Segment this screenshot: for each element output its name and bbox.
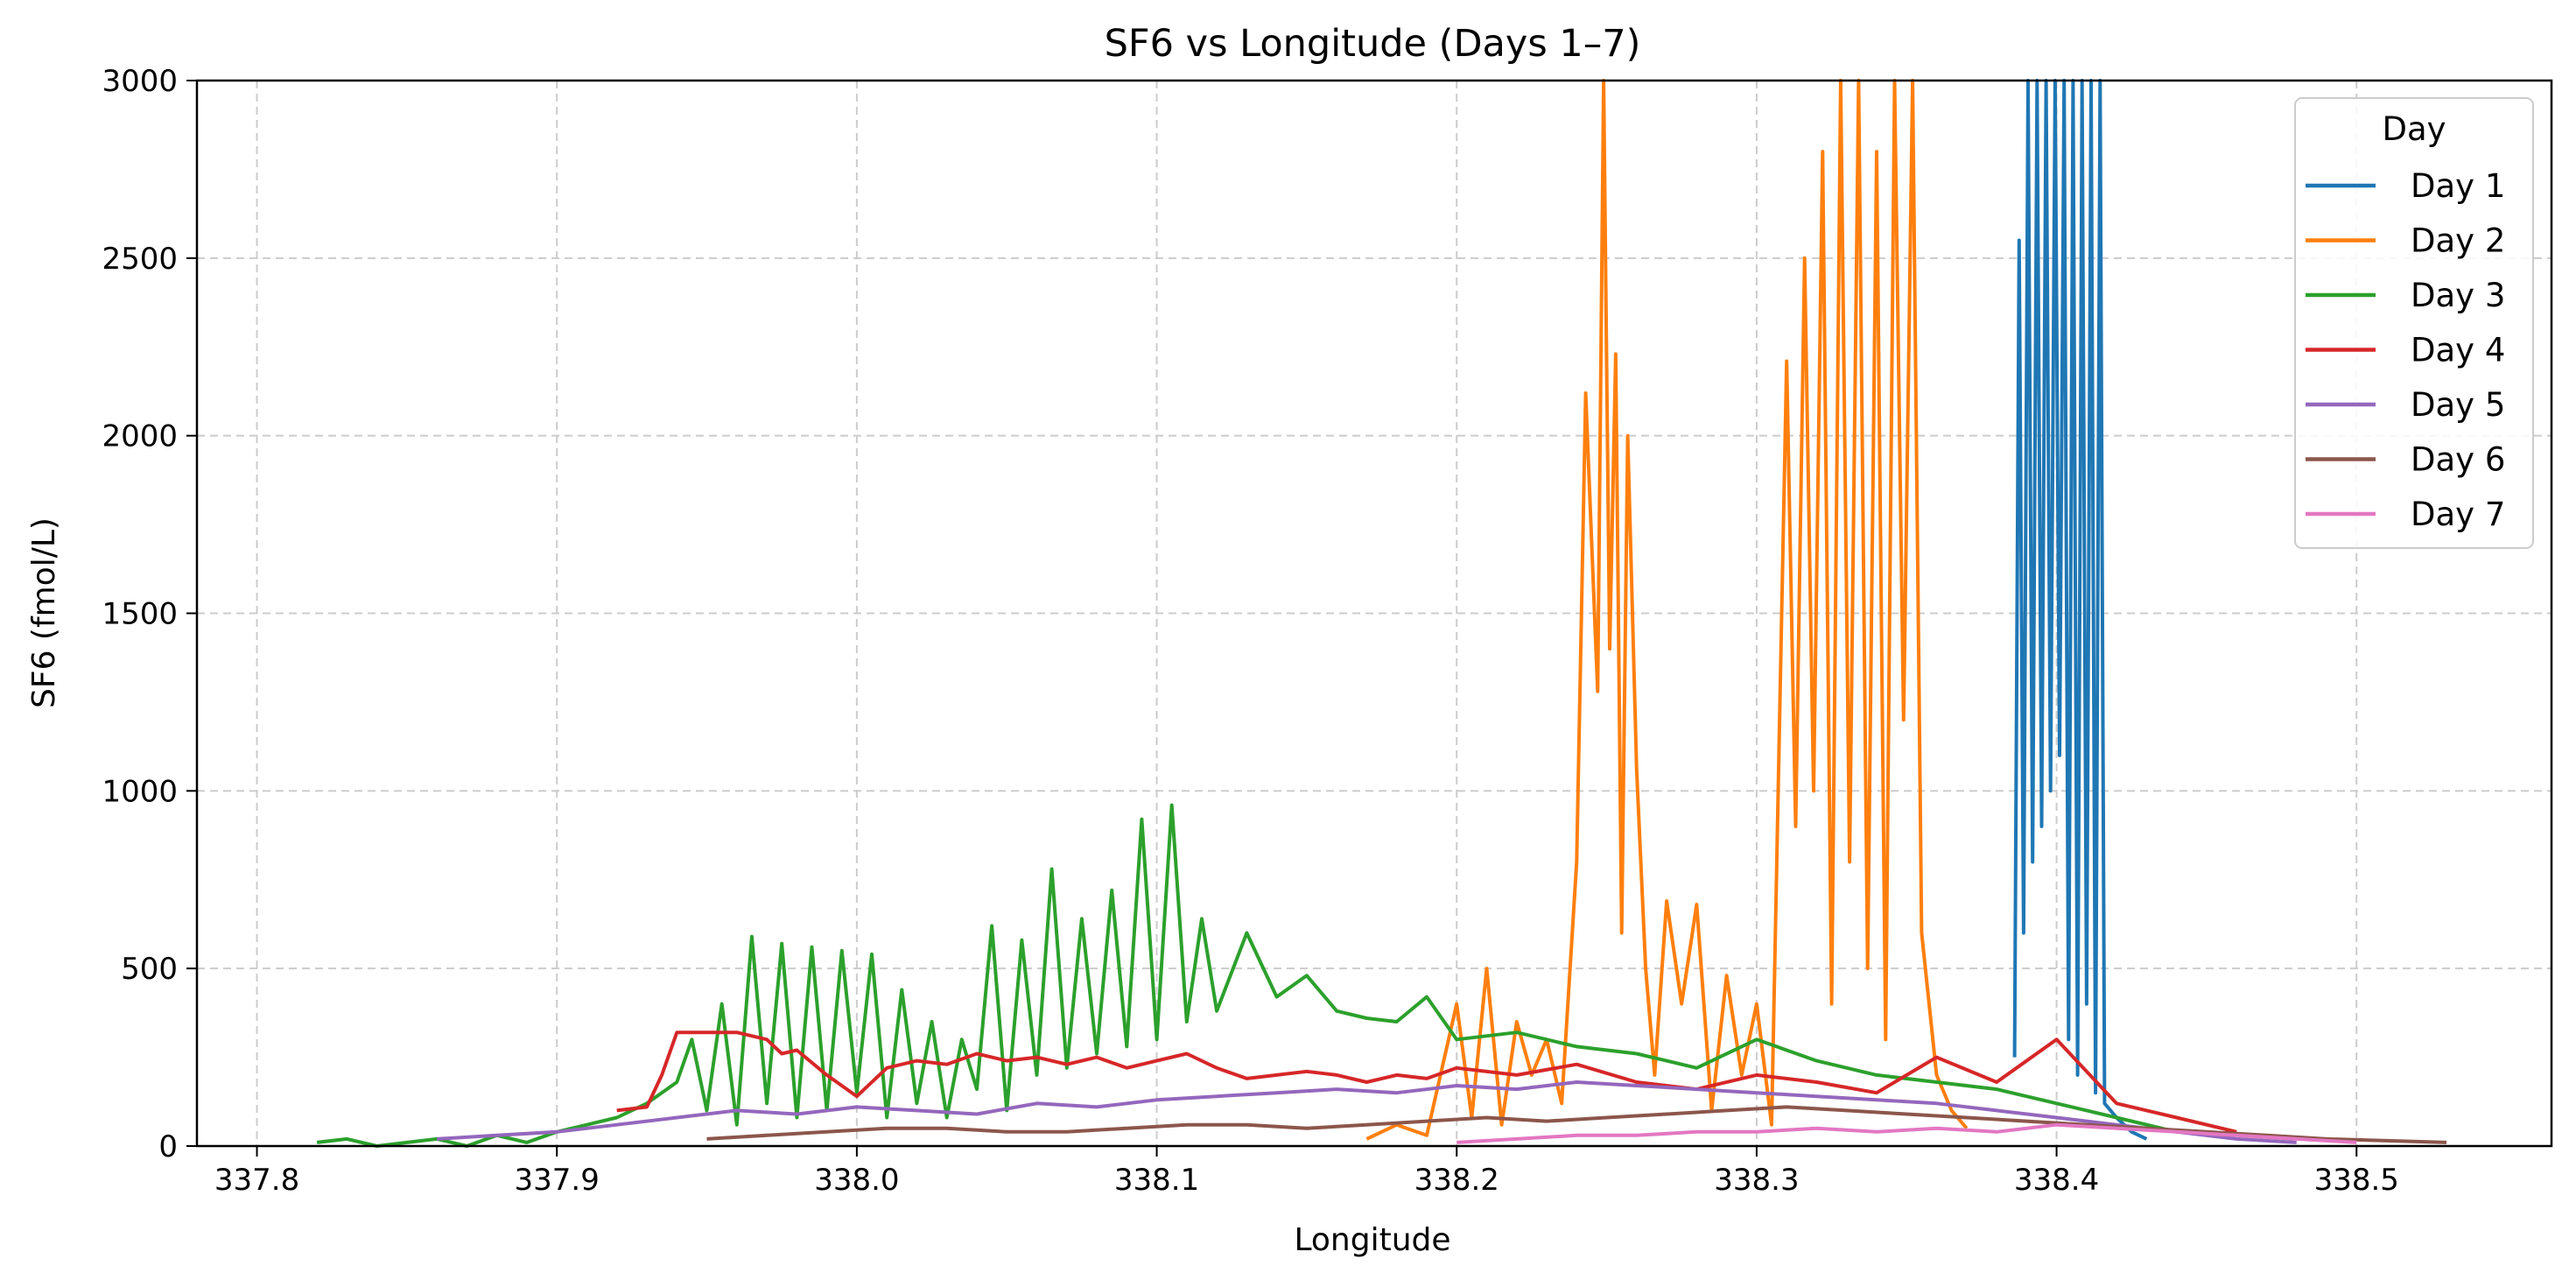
x-tick-label: 338.0 (814, 1163, 899, 1198)
y-axis-ticks: 0 500 1000 1500 2000 2500 3000 (102, 64, 197, 1164)
series-line-4 (616, 1030, 2237, 1134)
series-line-1 (2012, 79, 2148, 1141)
y-axis-label: SF6 (fmol/L) (26, 517, 62, 708)
series-line-7 (1456, 1122, 2357, 1144)
legend: Day Day 1 Day 2 Day 3 Day 4 Day 5 Day 6 Day 7 (2294, 97, 2534, 549)
x-tick-label: 338.5 (2314, 1163, 2399, 1198)
y-tick-label: 2500 (102, 242, 178, 277)
series-line-2 (1365, 79, 1969, 1141)
legend-label: Day 7 (2411, 496, 2505, 533)
legend-label: Day 2 (2411, 222, 2505, 260)
x-tick-label: 337.9 (515, 1163, 600, 1198)
legend-label: Day 3 (2411, 277, 2505, 314)
series-lines (316, 79, 2447, 1148)
legend-box (2294, 97, 2534, 549)
legend-label: Day 4 (2411, 332, 2505, 369)
x-tick-label: 338.1 (1114, 1163, 1199, 1198)
x-axis-label: Longitude (1294, 1222, 1450, 1258)
y-tick-label: 3000 (102, 64, 178, 99)
x-axis-ticks: 337.8 337.9 338.0 338.1 338.2 338.3 338.4 338.5 (214, 1146, 2399, 1198)
chart-title: SF6 vs Longitude (Days 1–7) (1105, 22, 1641, 66)
legend-items: Day 1 Day 2 Day 3 Day 4 Day 5 Day 6 Day 7 (2306, 167, 2505, 533)
x-tick-label: 338.3 (1714, 1163, 1799, 1198)
y-tick-label: 1500 (102, 597, 178, 632)
y-tick-label: 2000 (102, 419, 178, 454)
legend-label: Day 6 (2411, 441, 2505, 479)
legend-label: Day 5 (2411, 386, 2505, 424)
gridlines (197, 80, 2551, 1147)
y-tick-label: 1000 (102, 774, 178, 809)
legend-title: Day (2382, 110, 2446, 148)
x-tick-label: 337.8 (214, 1163, 299, 1198)
x-tick-label: 338.2 (1414, 1163, 1499, 1198)
legend-label: Day 1 (2411, 167, 2505, 205)
y-tick-label: 0 (158, 1129, 178, 1164)
series-line-5 (436, 1080, 2297, 1144)
y-tick-label: 500 (121, 952, 178, 987)
series-line-6 (706, 1105, 2447, 1144)
x-tick-label: 338.4 (2014, 1163, 2099, 1198)
